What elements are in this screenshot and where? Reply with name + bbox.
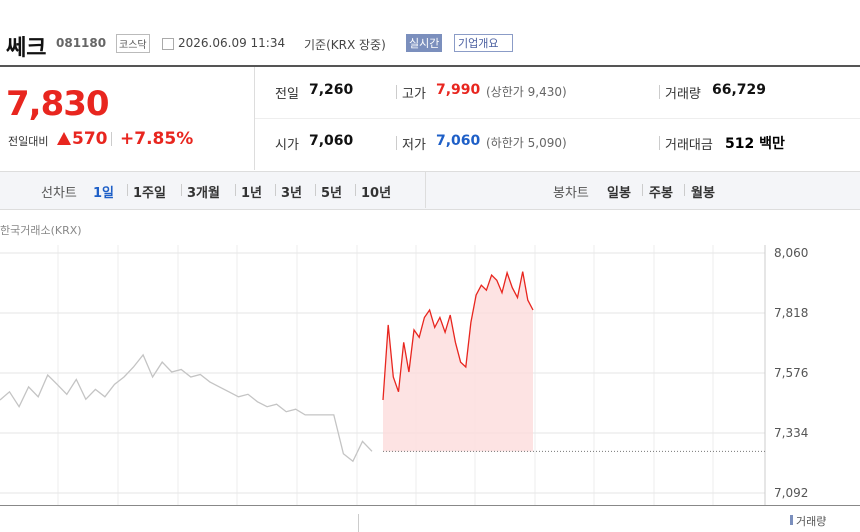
separator [127, 184, 128, 196]
calendar-icon [162, 38, 174, 50]
y-tick-label: 8,060 [774, 246, 808, 260]
separator [355, 184, 356, 196]
stat-note: (상한가 9,430) [486, 85, 567, 99]
tab-bar [0, 171, 860, 210]
separator [315, 184, 316, 196]
change: 570 [72, 129, 108, 149]
period-tab[interactable]: 10년 [361, 186, 392, 201]
stock-name: 쎄크 [6, 36, 47, 61]
divider [425, 172, 426, 208]
line [0, 353, 373, 463]
realtime-button[interactable]: 실시간 [406, 34, 443, 52]
stat-value: 512 백만 [725, 136, 785, 152]
y-tick-label: 7,818 [774, 306, 808, 320]
separator [642, 184, 643, 196]
chart-bottom-border [0, 505, 860, 506]
separator [659, 136, 660, 150]
separator [111, 132, 112, 146]
divider [254, 67, 255, 170]
separator [659, 85, 660, 99]
stat-note: (하한가 5,090) [486, 136, 567, 150]
stat-label: 고가 [402, 87, 426, 102]
separator [684, 184, 685, 196]
company-info-button[interactable]: 기업개요 [454, 34, 514, 52]
tab-label: 봉차트 [553, 186, 589, 201]
tab-label: 선차트 [41, 186, 77, 201]
separator [181, 184, 182, 196]
divider [255, 118, 860, 119]
stock-code: 081180 [56, 36, 107, 50]
stat-value: 7,060 [309, 133, 354, 149]
stat-value: 7,990 [436, 82, 481, 98]
up-arrow [57, 132, 71, 145]
separator [396, 136, 397, 150]
separator [396, 85, 397, 99]
stat-label: 전일 [275, 87, 299, 102]
line [382, 270, 534, 401]
stat-value: 7,060 [436, 133, 481, 149]
datetime: 2026.06.09 11:34 [178, 36, 286, 50]
market-badge: 코스닥 [116, 34, 150, 53]
period-tab[interactable]: 주봉 [649, 186, 673, 201]
period-tab[interactable]: 1주일 [133, 186, 166, 201]
stat-label: 시가 [275, 138, 299, 153]
divider [358, 514, 359, 532]
volume-label: 거래량 [796, 515, 827, 528]
period-tab[interactable]: 3년 [281, 186, 303, 201]
period-tab[interactable]: 일봉 [607, 186, 631, 201]
basis: 기준(KRX 장중) [304, 38, 386, 52]
y-tick-label: 7,576 [774, 366, 808, 380]
stat-value: 7,260 [309, 82, 354, 98]
period-tab[interactable]: 1일 [93, 186, 115, 201]
period-tab[interactable]: 5년 [321, 186, 343, 201]
separator [235, 184, 236, 196]
stat-label: 거래대금 [665, 138, 713, 153]
top-border [0, 65, 860, 67]
stat-label: 저가 [402, 138, 426, 153]
area [383, 271, 533, 452]
stat-label: 거래량 [665, 87, 701, 102]
period-tab[interactable]: 월봉 [691, 186, 715, 201]
separator [275, 184, 276, 196]
chart-source: 한국거래소(KRX) [0, 224, 82, 237]
period-tab[interactable]: 3개월 [187, 186, 220, 201]
change-label: 전일대비 [8, 135, 49, 148]
stat-value: 66,729 [712, 82, 767, 98]
volume-icon [790, 515, 793, 525]
price: 7,830 [6, 84, 110, 124]
change-rate: +7.85% [120, 129, 194, 149]
period-tab[interactable]: 1년 [241, 186, 263, 201]
y-tick-label: 7,092 [774, 486, 808, 500]
y-tick-label: 7,334 [774, 426, 808, 440]
